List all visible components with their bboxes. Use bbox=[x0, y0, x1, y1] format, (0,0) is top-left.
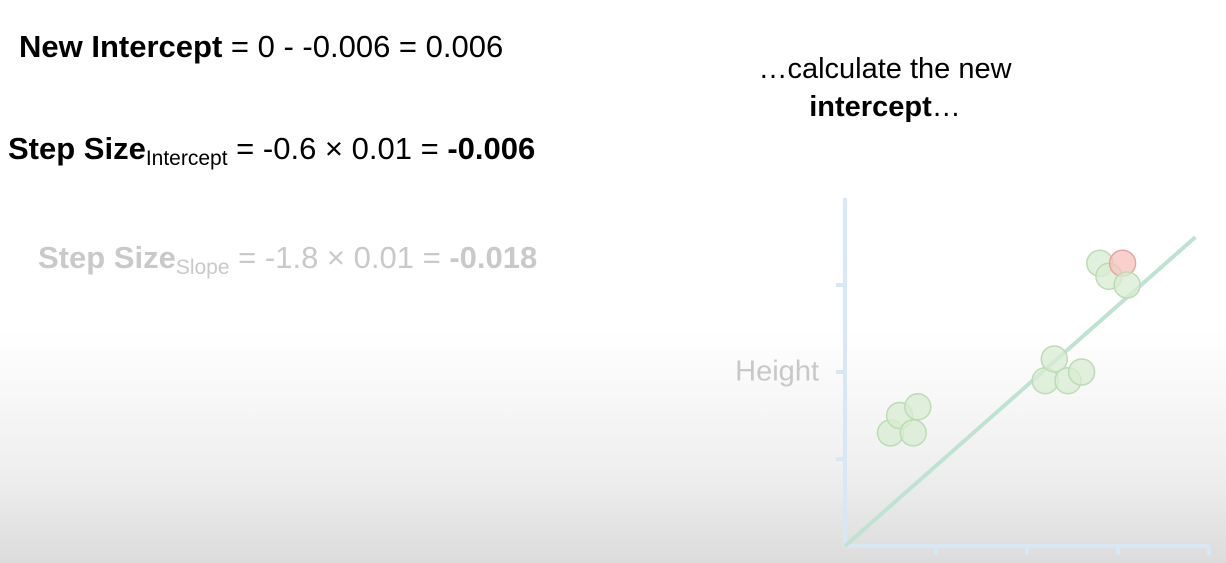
step-size-intercept-result: -0.006 bbox=[447, 131, 536, 166]
step-size-intercept-expression: = -0.6 × 0.01 = bbox=[236, 131, 448, 166]
data-point bbox=[1040, 345, 1069, 373]
step-size-slope-equation: Step SizeSlope = -1.8 × 0.01 = -0.018 bbox=[38, 240, 538, 279]
data-point bbox=[899, 419, 927, 447]
data-point bbox=[1113, 271, 1141, 299]
fit-line-group bbox=[843, 235, 1197, 548]
data-point bbox=[1067, 358, 1096, 386]
step-size-slope-result: -0.018 bbox=[449, 240, 538, 275]
data-point bbox=[904, 393, 932, 421]
caption: …calculate the new intercept… bbox=[700, 50, 1070, 126]
caption-line-2: intercept… bbox=[700, 88, 1070, 126]
caption-ellipsis: … bbox=[931, 91, 961, 123]
step-size-intercept-equation: Step SizeIntercept = -0.6 × 0.01 = -0.00… bbox=[8, 131, 536, 170]
new-intercept-expression: = 0 - -0.006 = 0.006 bbox=[230, 29, 504, 64]
y-axis-label: Height bbox=[735, 356, 819, 388]
fit-line bbox=[843, 235, 1197, 548]
caption-bold-word: intercept bbox=[809, 91, 932, 123]
caption-line-1: …calculate the new bbox=[758, 53, 1012, 85]
step-size-slope-label: Step Size bbox=[38, 240, 176, 275]
data-points bbox=[876, 249, 1141, 447]
step-size-slope-expression: = -1.8 × 0.01 = bbox=[238, 240, 450, 275]
chart-axes bbox=[836, 198, 1211, 555]
step-size-intercept-subscript: Intercept bbox=[145, 147, 228, 170]
new-intercept-label: New Intercept bbox=[19, 29, 223, 64]
scatter-chart: Height bbox=[735, 198, 1211, 555]
new-intercept-equation: New Intercept = 0 - -0.006 = 0.006 bbox=[19, 29, 503, 65]
step-size-intercept-label: Step Size bbox=[8, 131, 146, 166]
step-size-slope-subscript: Slope bbox=[175, 256, 230, 279]
